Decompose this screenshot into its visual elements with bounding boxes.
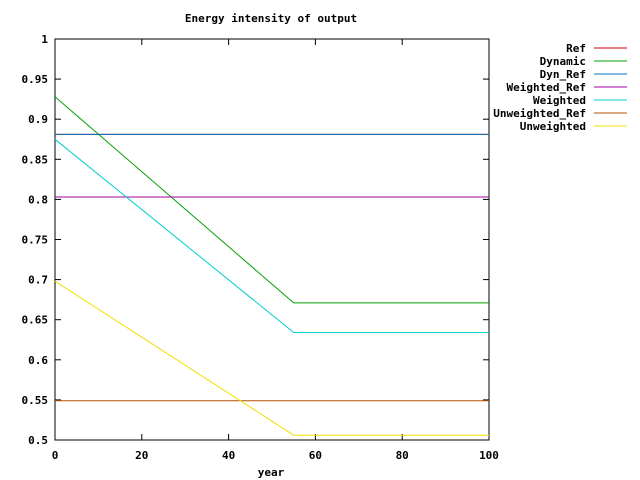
y-tick-label: 0.85	[22, 153, 49, 166]
x-tick-label: 100	[479, 449, 499, 462]
x-ticks-group: 0 20 40 60 80 100	[52, 39, 499, 462]
plot-area-frame	[54, 38, 490, 441]
y-tick-label: 0.95	[22, 73, 49, 86]
legend-label: Ref	[566, 42, 586, 55]
series-line-unweighted	[54, 280, 489, 436]
legend-label: Dyn_Ref	[540, 68, 586, 81]
series-line-weighted	[54, 138, 489, 333]
x-axis-label: year	[258, 466, 285, 479]
y-tick-label: 0.8	[28, 193, 48, 206]
legend-label: Unweighted_Ref	[493, 107, 586, 120]
y-tick-label: 0.75	[22, 234, 49, 247]
x-tick-label: 80	[396, 449, 409, 462]
x-tick-label: 40	[222, 449, 235, 462]
legend: RefDynamicDyn_RefWeighted_RefWeightedUnw…	[493, 42, 627, 133]
chart-title: Energy intensity of output	[185, 12, 357, 25]
y-tick-label: 0.55	[22, 394, 49, 407]
x-tick-label: 0	[52, 449, 59, 462]
y-tick-label: 1	[41, 33, 48, 46]
legend-label: Dynamic	[540, 55, 586, 68]
y-tick-label: 0.7	[28, 274, 48, 287]
y-tick-label: 0.5	[28, 434, 48, 447]
x-tick-label: 20	[135, 449, 148, 462]
series-line-dynamic	[54, 96, 489, 304]
y-tick-label: 0.6	[28, 354, 48, 367]
y-tick-label: 0.9	[28, 113, 48, 126]
legend-label: Unweighted	[520, 120, 586, 133]
x-tick-label: 60	[309, 449, 322, 462]
y-ticks-group: 0.5 0.55 0.6 0.65 0.7 0.75 0.8 0.85 0.9 0.95 1	[22, 33, 489, 447]
legend-label: Weighted_Ref	[507, 81, 586, 94]
legend-label: Weighted	[533, 94, 586, 107]
series-lines-group	[54, 96, 489, 436]
y-tick-label: 0.65	[22, 314, 49, 327]
